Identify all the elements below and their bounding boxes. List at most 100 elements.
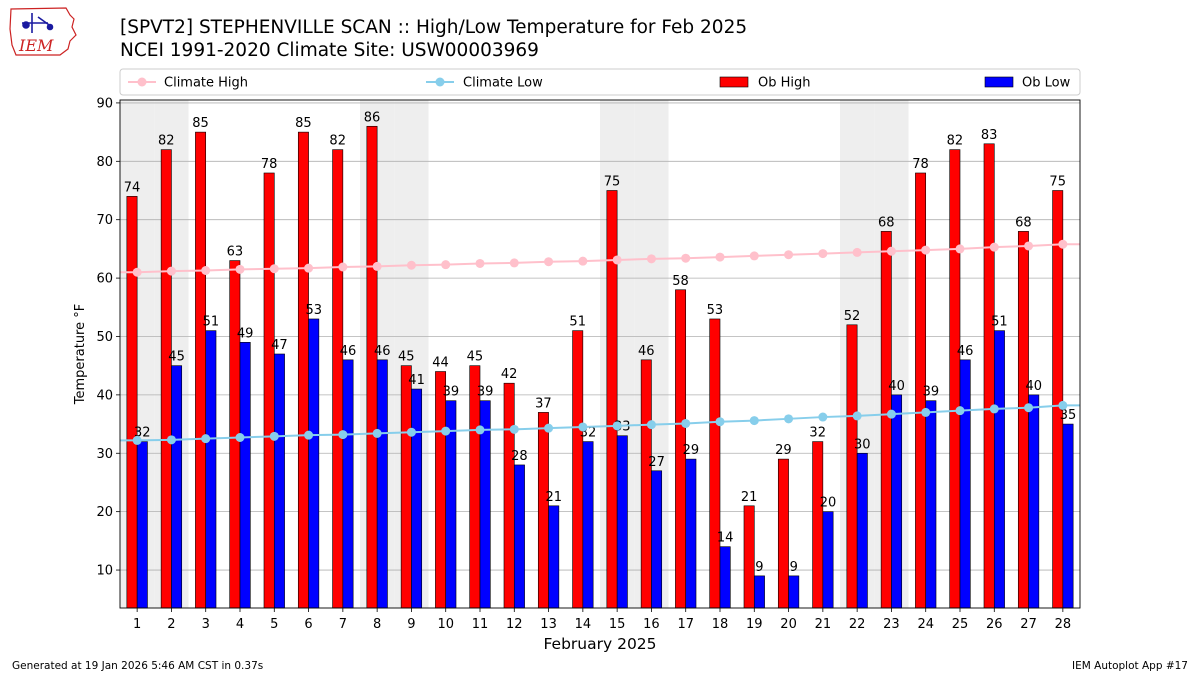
climate-high-point (269, 264, 279, 274)
x-tick-label: 25 (952, 617, 969, 632)
ob-high-label: 52 (844, 309, 861, 324)
x-tick-label: 22 (849, 617, 866, 632)
chart-subtitle: NCEI 1991-2020 Climate Site: USW00003969 (120, 40, 539, 61)
x-tick-label: 5 (270, 617, 278, 632)
x-tick-label: 10 (437, 617, 454, 632)
ob-high-bar (332, 149, 344, 609)
ob-low-bar (685, 458, 697, 609)
y-tick-label: 70 (96, 213, 113, 228)
ob-low-label: 51 (991, 315, 1008, 330)
ob-low-bar (342, 359, 354, 609)
ob-low-bar (616, 435, 628, 609)
ob-high-bar (777, 458, 789, 609)
climate-low-point (304, 430, 314, 440)
climate-high-point (681, 253, 691, 263)
climate-low-point (509, 424, 519, 434)
ob-high-label: 51 (569, 315, 586, 330)
ob-low-bar (1028, 394, 1040, 609)
ob-low-bar (308, 318, 320, 609)
climate-high-point (749, 251, 759, 261)
ob-high-label: 78 (912, 157, 929, 172)
x-tick-label: 9 (407, 617, 415, 632)
x-tick-label: 17 (677, 617, 694, 632)
generated-note: Generated at 19 Jan 2026 5:46 AM CST in … (12, 660, 264, 672)
y-tick-label: 40 (96, 388, 113, 403)
ob-high-label: 82 (947, 134, 964, 149)
climate-low-point (1024, 403, 1034, 413)
ob-low-label: 9 (790, 560, 798, 575)
ob-low-bar (822, 511, 834, 609)
ob-low-label: 47 (271, 338, 288, 353)
ob-high-label: 85 (295, 116, 312, 131)
ob-low-label: 45 (168, 350, 185, 365)
climate-high-point (544, 257, 554, 267)
legend-ob-high-swatch (719, 76, 749, 88)
ob-high-label: 74 (124, 180, 141, 195)
ob-low-label: 21 (545, 490, 562, 505)
climate-low-point (612, 421, 622, 431)
climate-low-point (715, 417, 725, 427)
climate-high-point (1024, 241, 1034, 251)
ob-low-label: 39 (443, 385, 460, 400)
climate-high-point (201, 266, 211, 276)
climate-low-point (955, 406, 965, 416)
ob-low-label: 29 (683, 443, 700, 458)
legend-ob-low-label: Ob Low (1022, 76, 1071, 91)
logo-text: IEM (18, 36, 54, 55)
ob-high-label: 86 (364, 110, 381, 125)
ob-low-label: 40 (1025, 379, 1042, 394)
x-tick-label: 4 (236, 617, 244, 632)
ob-high-label: 75 (1049, 175, 1066, 190)
ob-high-bar (846, 324, 858, 609)
ob-high-label: 37 (535, 396, 552, 411)
ob-low-bar (548, 505, 560, 609)
ob-high-label: 68 (878, 215, 895, 230)
ob-low-label: 49 (237, 326, 254, 341)
climate-low-point (406, 427, 416, 437)
ob-low-bar (925, 400, 937, 609)
ob-high-label: 75 (604, 175, 621, 190)
x-tick-label: 6 (304, 617, 312, 632)
ob-high-bar (812, 441, 824, 609)
ob-high-label: 21 (741, 490, 758, 505)
ob-low-label: 46 (374, 344, 391, 359)
x-tick-label: 3 (202, 617, 210, 632)
climate-low-point (921, 407, 931, 417)
legend-climate-low-marker (435, 77, 445, 87)
climate-high-point (235, 264, 245, 274)
ob-low-label: 39 (477, 385, 494, 400)
ob-high-bar (263, 172, 275, 609)
weather-station-icon (22, 13, 54, 33)
climate-low-point (681, 418, 691, 428)
ob-low-bar (993, 330, 1005, 609)
climate-low-point (886, 409, 896, 419)
ob-high-label: 29 (775, 443, 792, 458)
climate-high-point (441, 260, 451, 270)
ob-low-bar (376, 359, 388, 609)
ob-low-label: 41 (408, 373, 425, 388)
climate-high-point (784, 250, 794, 260)
ob-high-bar (126, 196, 138, 609)
x-tick-label: 20 (780, 617, 797, 632)
legend-ob-low-swatch (984, 76, 1014, 88)
ob-high-bar (537, 412, 549, 609)
x-tick-label: 19 (746, 617, 763, 632)
ob-high-label: 63 (227, 245, 244, 260)
ob-high-bar (743, 505, 755, 609)
climate-low-point (1058, 400, 1068, 410)
y-tick-label: 60 (96, 272, 113, 287)
climate-low-line (120, 404, 1080, 442)
ob-low-bar (513, 464, 525, 609)
y-tick-label: 30 (96, 447, 113, 462)
ob-low-bar (651, 470, 663, 609)
ob-low-label: 46 (340, 344, 357, 359)
ob-low-bar (171, 365, 183, 609)
climate-high-point (715, 252, 725, 262)
climate-low-point (544, 423, 554, 433)
climate-high-point (406, 260, 416, 270)
ob-low-bar (205, 330, 217, 609)
climate-high-point (166, 266, 176, 276)
climate-high-point (612, 255, 622, 265)
ob-low-label: 28 (511, 449, 528, 464)
x-tick-label: 7 (339, 617, 347, 632)
